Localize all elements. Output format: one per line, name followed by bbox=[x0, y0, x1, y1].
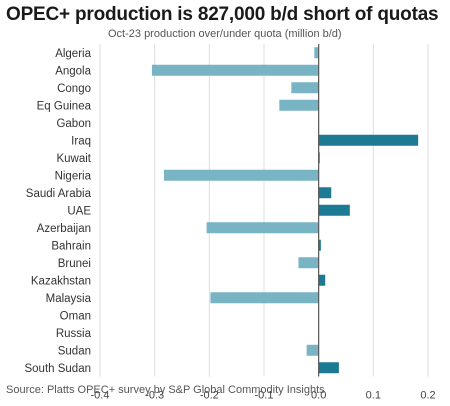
bar-brunei bbox=[298, 257, 319, 269]
chart-subtitle: Oct-23 production over/under quota (mill… bbox=[108, 28, 342, 40]
category-label: Saudi Arabia bbox=[26, 188, 92, 200]
bar-eq-guinea bbox=[279, 99, 319, 111]
bar-congo bbox=[291, 82, 319, 94]
bar-nigeria bbox=[163, 169, 319, 181]
category-label: Kuwait bbox=[56, 153, 91, 165]
bars bbox=[151, 47, 419, 374]
bar-south-sudan bbox=[318, 362, 339, 374]
x-tick-label: -0.3 bbox=[145, 390, 164, 402]
bar-saudi-arabia bbox=[318, 187, 332, 199]
chart-title: OPEC+ production is 827,000 b/d short of… bbox=[6, 4, 439, 25]
bar-malaysia bbox=[210, 292, 319, 304]
bar-azerbaijan bbox=[206, 222, 319, 234]
bar-algeria bbox=[314, 47, 319, 59]
category-label: Malaysia bbox=[46, 293, 92, 305]
category-label: Azerbaijan bbox=[37, 223, 91, 235]
gridlines bbox=[99, 44, 429, 377]
x-tick-label: -0.1 bbox=[255, 390, 274, 402]
category-label: Oman bbox=[60, 310, 91, 322]
x-axis-ticks: -0.4 -0.3 -0.2 -0.1 0.0 0.1 0.2 bbox=[91, 390, 436, 402]
category-label: Eq Guinea bbox=[37, 100, 92, 112]
bar-bahrain bbox=[318, 239, 321, 251]
category-label: UAE bbox=[67, 205, 91, 217]
x-tick-label: -0.4 bbox=[91, 390, 110, 402]
bar-sudan bbox=[306, 344, 319, 356]
category-label: Nigeria bbox=[55, 170, 92, 182]
category-label: Angola bbox=[55, 65, 91, 77]
x-tick-label: 0.0 bbox=[311, 390, 326, 402]
category-label: Bahrain bbox=[51, 240, 91, 252]
x-tick-label: 0.2 bbox=[420, 390, 435, 402]
x-tick-label: 0.1 bbox=[366, 390, 381, 402]
bar-kazakhstan bbox=[318, 274, 326, 286]
category-label: Sudan bbox=[58, 345, 91, 357]
x-tick-label: -0.2 bbox=[200, 390, 219, 402]
category-label: South Sudan bbox=[24, 363, 91, 375]
source-note: Source: Platts OPEC+ survey by S&P Globa… bbox=[6, 384, 325, 396]
bar-uae bbox=[318, 204, 350, 216]
category-labels: Algeria Angola Congo Eq Guinea Gabon Iraq Kuwa… bbox=[24, 48, 91, 375]
bar-angola bbox=[151, 64, 319, 76]
category-label: Iraq bbox=[71, 135, 91, 147]
category-label: Kazakhstan bbox=[31, 275, 91, 287]
bar-iraq bbox=[318, 134, 419, 146]
category-label: Brunei bbox=[58, 258, 91, 270]
category-label: Russia bbox=[56, 328, 92, 340]
category-label: Gabon bbox=[56, 118, 91, 130]
category-label: Congo bbox=[57, 83, 91, 95]
category-label: Algeria bbox=[55, 48, 91, 60]
